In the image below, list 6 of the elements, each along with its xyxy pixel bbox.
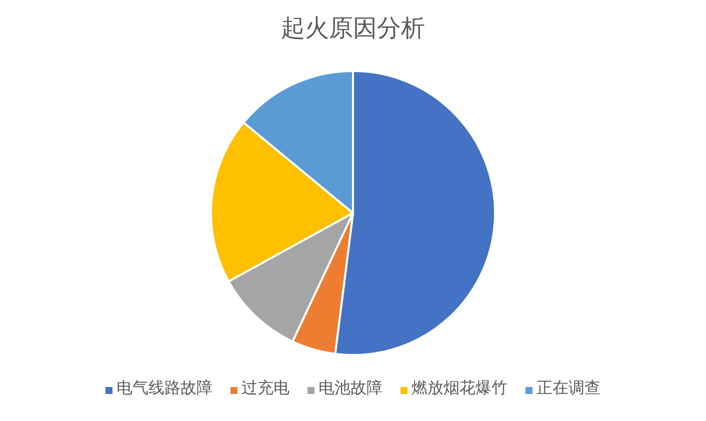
legend-label: 正在调查 <box>536 378 600 397</box>
legend-label: 电池故障 <box>318 378 382 397</box>
legend-label: 过充电 <box>242 378 290 397</box>
chart-title: 起火原因分析 <box>281 14 425 42</box>
legend-label: 电气线路故障 <box>116 378 212 397</box>
legend-label: 燃放烟花爆竹 <box>412 378 508 397</box>
